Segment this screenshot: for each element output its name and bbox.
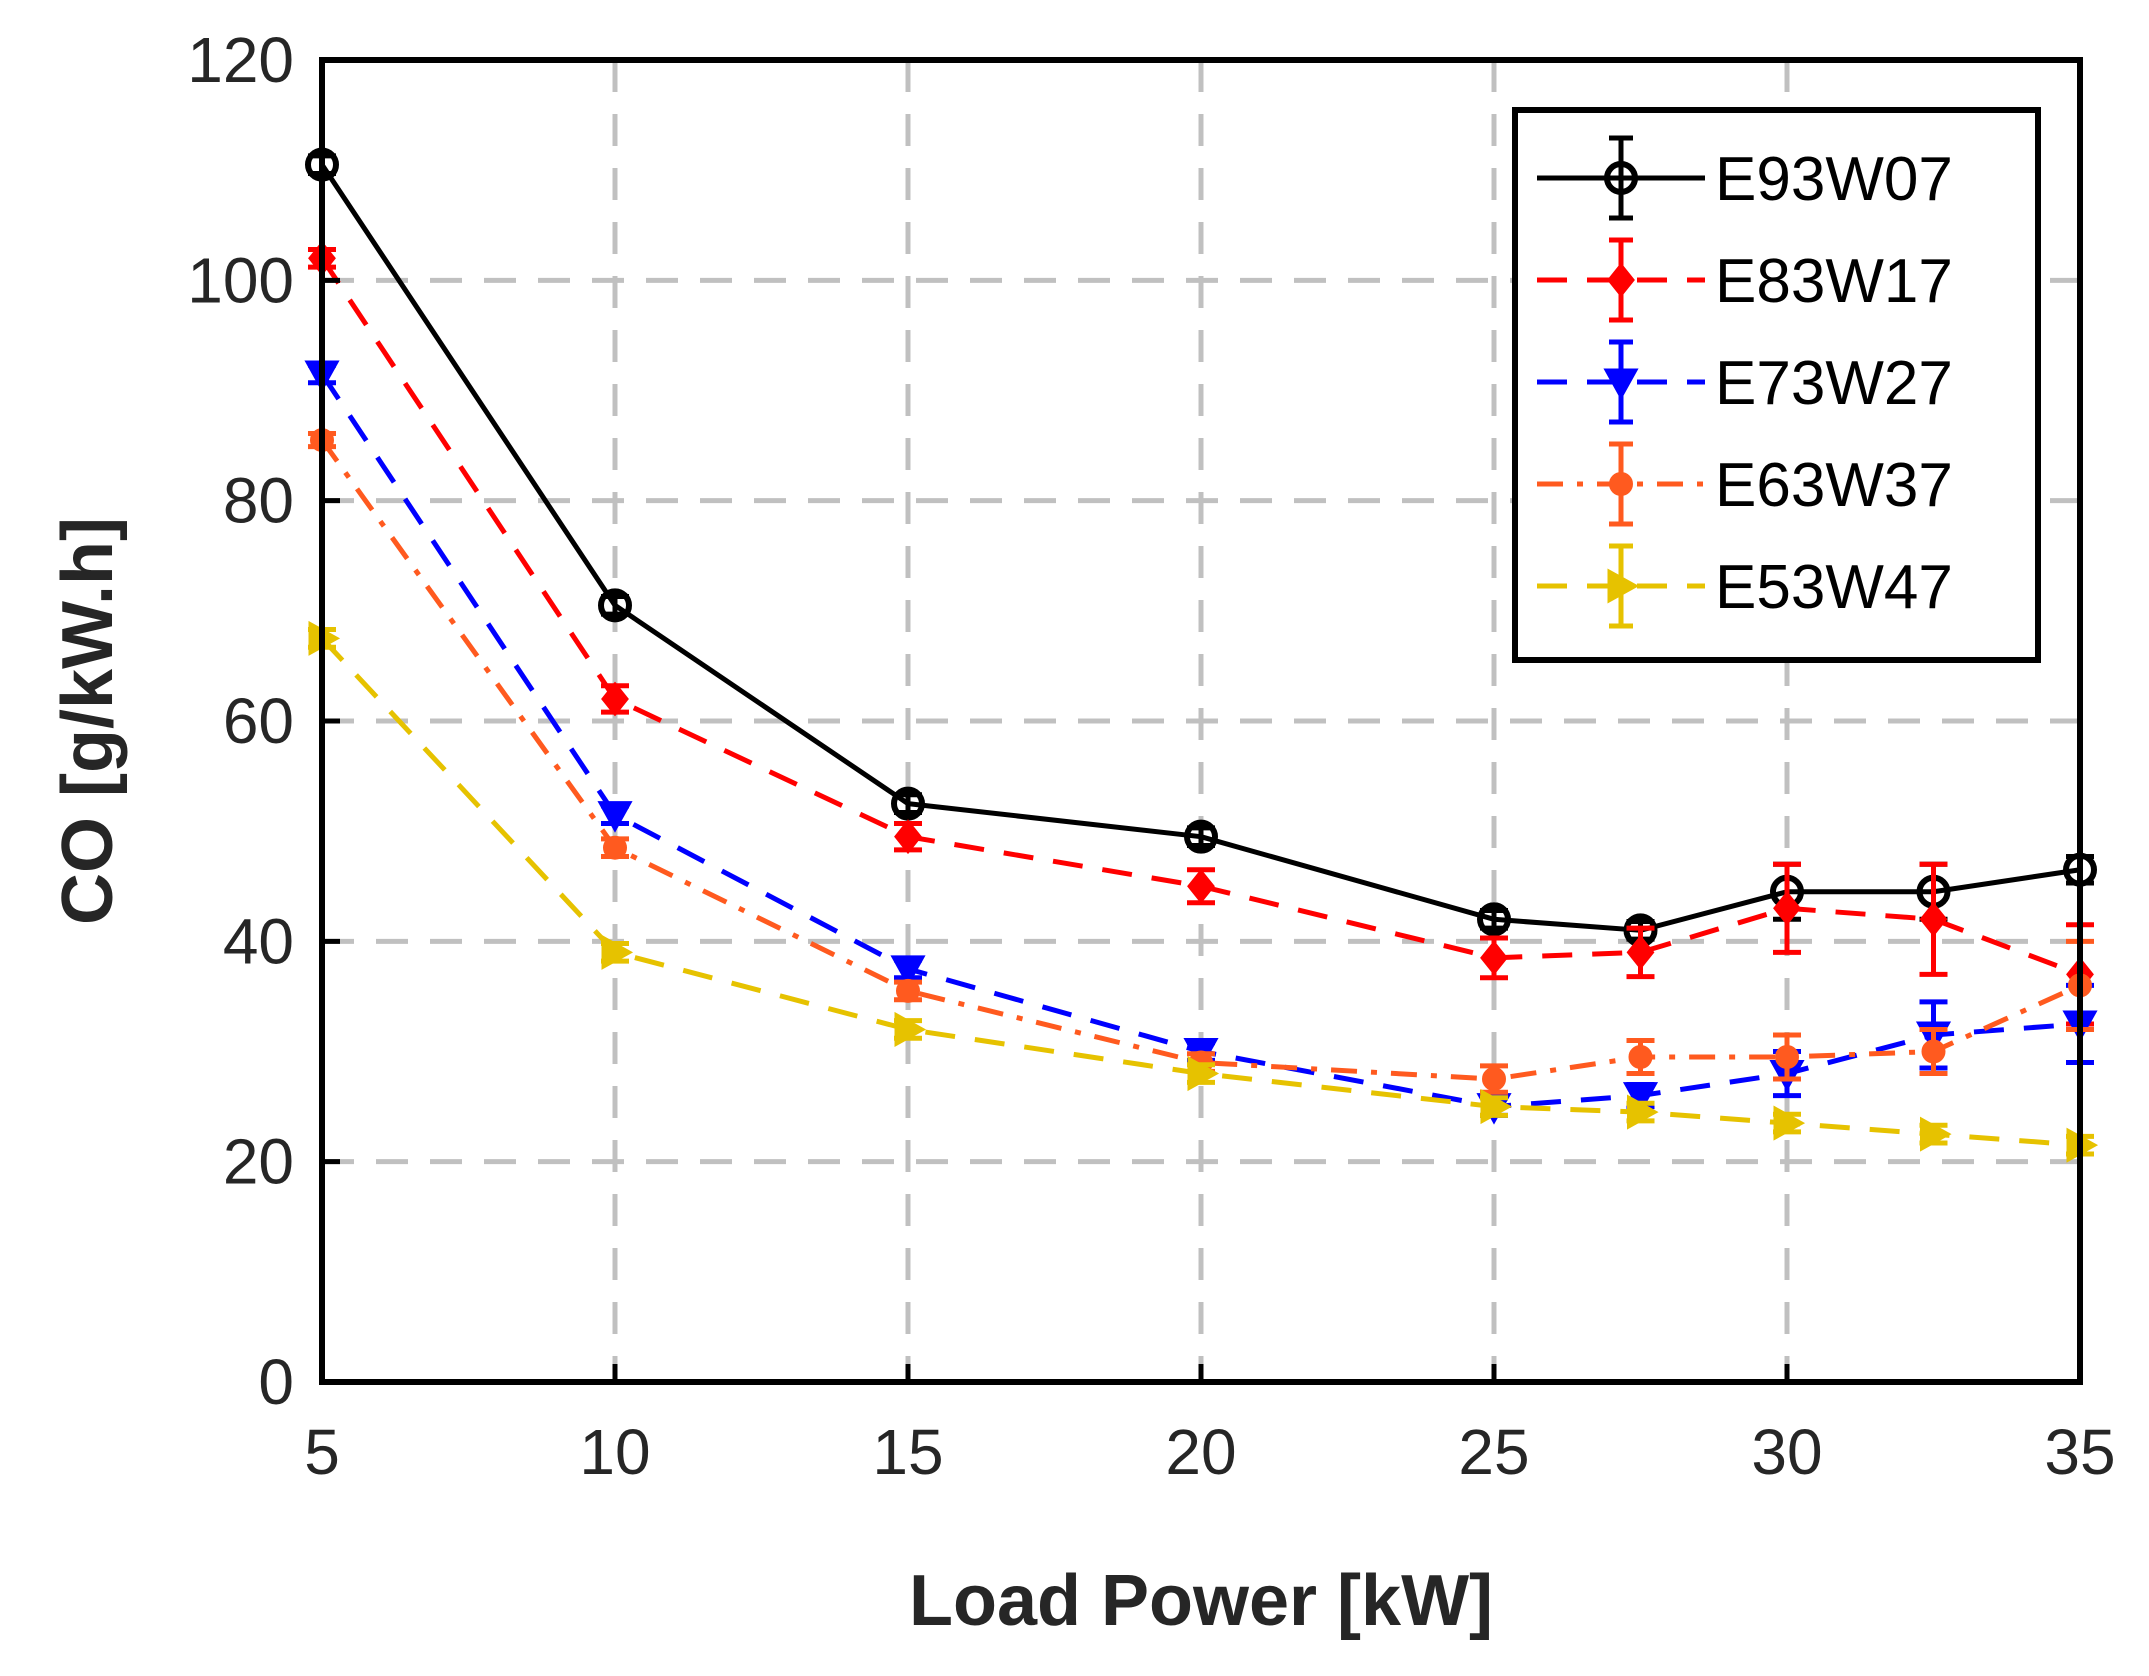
data-point <box>601 681 629 717</box>
y-tick-label: 20 <box>223 1126 294 1198</box>
legend-marker-sample <box>1604 161 1638 195</box>
data-point <box>1480 1089 1513 1125</box>
x-tick-label: 10 <box>579 1416 650 1488</box>
data-point <box>890 955 926 987</box>
legend-marker-sample <box>1607 568 1640 604</box>
x-tick-label: 25 <box>1458 1416 1529 1488</box>
x-tick-label: 20 <box>1165 1416 1236 1488</box>
data-point <box>1920 1116 1952 1152</box>
y-tick-label: 40 <box>223 905 294 977</box>
legend-marker-sample <box>1603 368 1639 401</box>
data-point <box>1921 1039 1946 1064</box>
x-tick-label: 5 <box>304 1416 340 1488</box>
series-E83W17 <box>308 240 2094 1027</box>
data-point <box>1187 1055 1220 1092</box>
x-tick-label: 35 <box>2044 1416 2115 1488</box>
data-point <box>1626 934 1655 970</box>
y-tick-label: 120 <box>187 24 294 96</box>
legend: E93W07 E83W17 E73W27 E63W37 E53W47 <box>1512 107 2041 663</box>
data-point <box>603 835 627 860</box>
data-point <box>1187 868 1215 904</box>
legend-marker-sample <box>1609 472 1633 496</box>
data-point <box>598 588 632 623</box>
data-point <box>1773 890 1801 926</box>
data-point <box>1184 819 1218 854</box>
data-point <box>1773 1105 1806 1141</box>
legend-item-E73W27: E73W27 <box>1537 339 1953 425</box>
x-tick-label: 15 <box>872 1416 943 1488</box>
legend-label: E73W27 <box>1715 349 1953 418</box>
legend-label: E63W37 <box>1715 451 1953 520</box>
y-tick-label: 80 <box>223 465 294 537</box>
data-point <box>1622 1082 1659 1114</box>
data-point <box>601 934 634 970</box>
data-point <box>1919 901 1948 937</box>
data-point <box>1627 1094 1659 1130</box>
data-point <box>894 1011 927 1048</box>
data-point <box>1628 1045 1653 1070</box>
data-point <box>896 978 920 1003</box>
x-tick-label: 30 <box>1751 1416 1822 1488</box>
legend-item-E93W07: E93W07 <box>1537 135 1953 221</box>
legend-item-E53W47: E53W47 <box>1537 543 1953 629</box>
series-layer <box>304 147 2099 1163</box>
data-point <box>894 819 922 855</box>
data-point <box>597 801 633 833</box>
y-tick-label: 100 <box>187 244 294 316</box>
data-point <box>891 786 925 821</box>
tick-layer: 5 10 15 20 25 30 35 0 20 40 60 80 100 120 <box>187 24 2115 1488</box>
y-tick-label: 0 <box>258 1346 294 1418</box>
data-point <box>1480 940 1508 976</box>
legend-label: E93W07 <box>1715 145 1953 214</box>
legend-marker-sample <box>1607 262 1635 298</box>
legend-box <box>1512 107 2041 663</box>
data-point <box>1775 1045 1799 1070</box>
y-axis-title: CO [g/kW.h] <box>48 517 128 925</box>
x-axis-title: Load Power [kW] <box>909 1561 1493 1641</box>
legend-item-E83W17: E83W17 <box>1537 237 1953 323</box>
data-point <box>1477 902 1511 937</box>
y-tick-label: 60 <box>223 685 294 757</box>
data-point <box>1482 1067 1506 1092</box>
legend-label: E53W47 <box>1715 553 1953 622</box>
legend-label: E83W17 <box>1715 247 1953 316</box>
legend-item-E63W37: E63W37 <box>1537 441 1953 527</box>
